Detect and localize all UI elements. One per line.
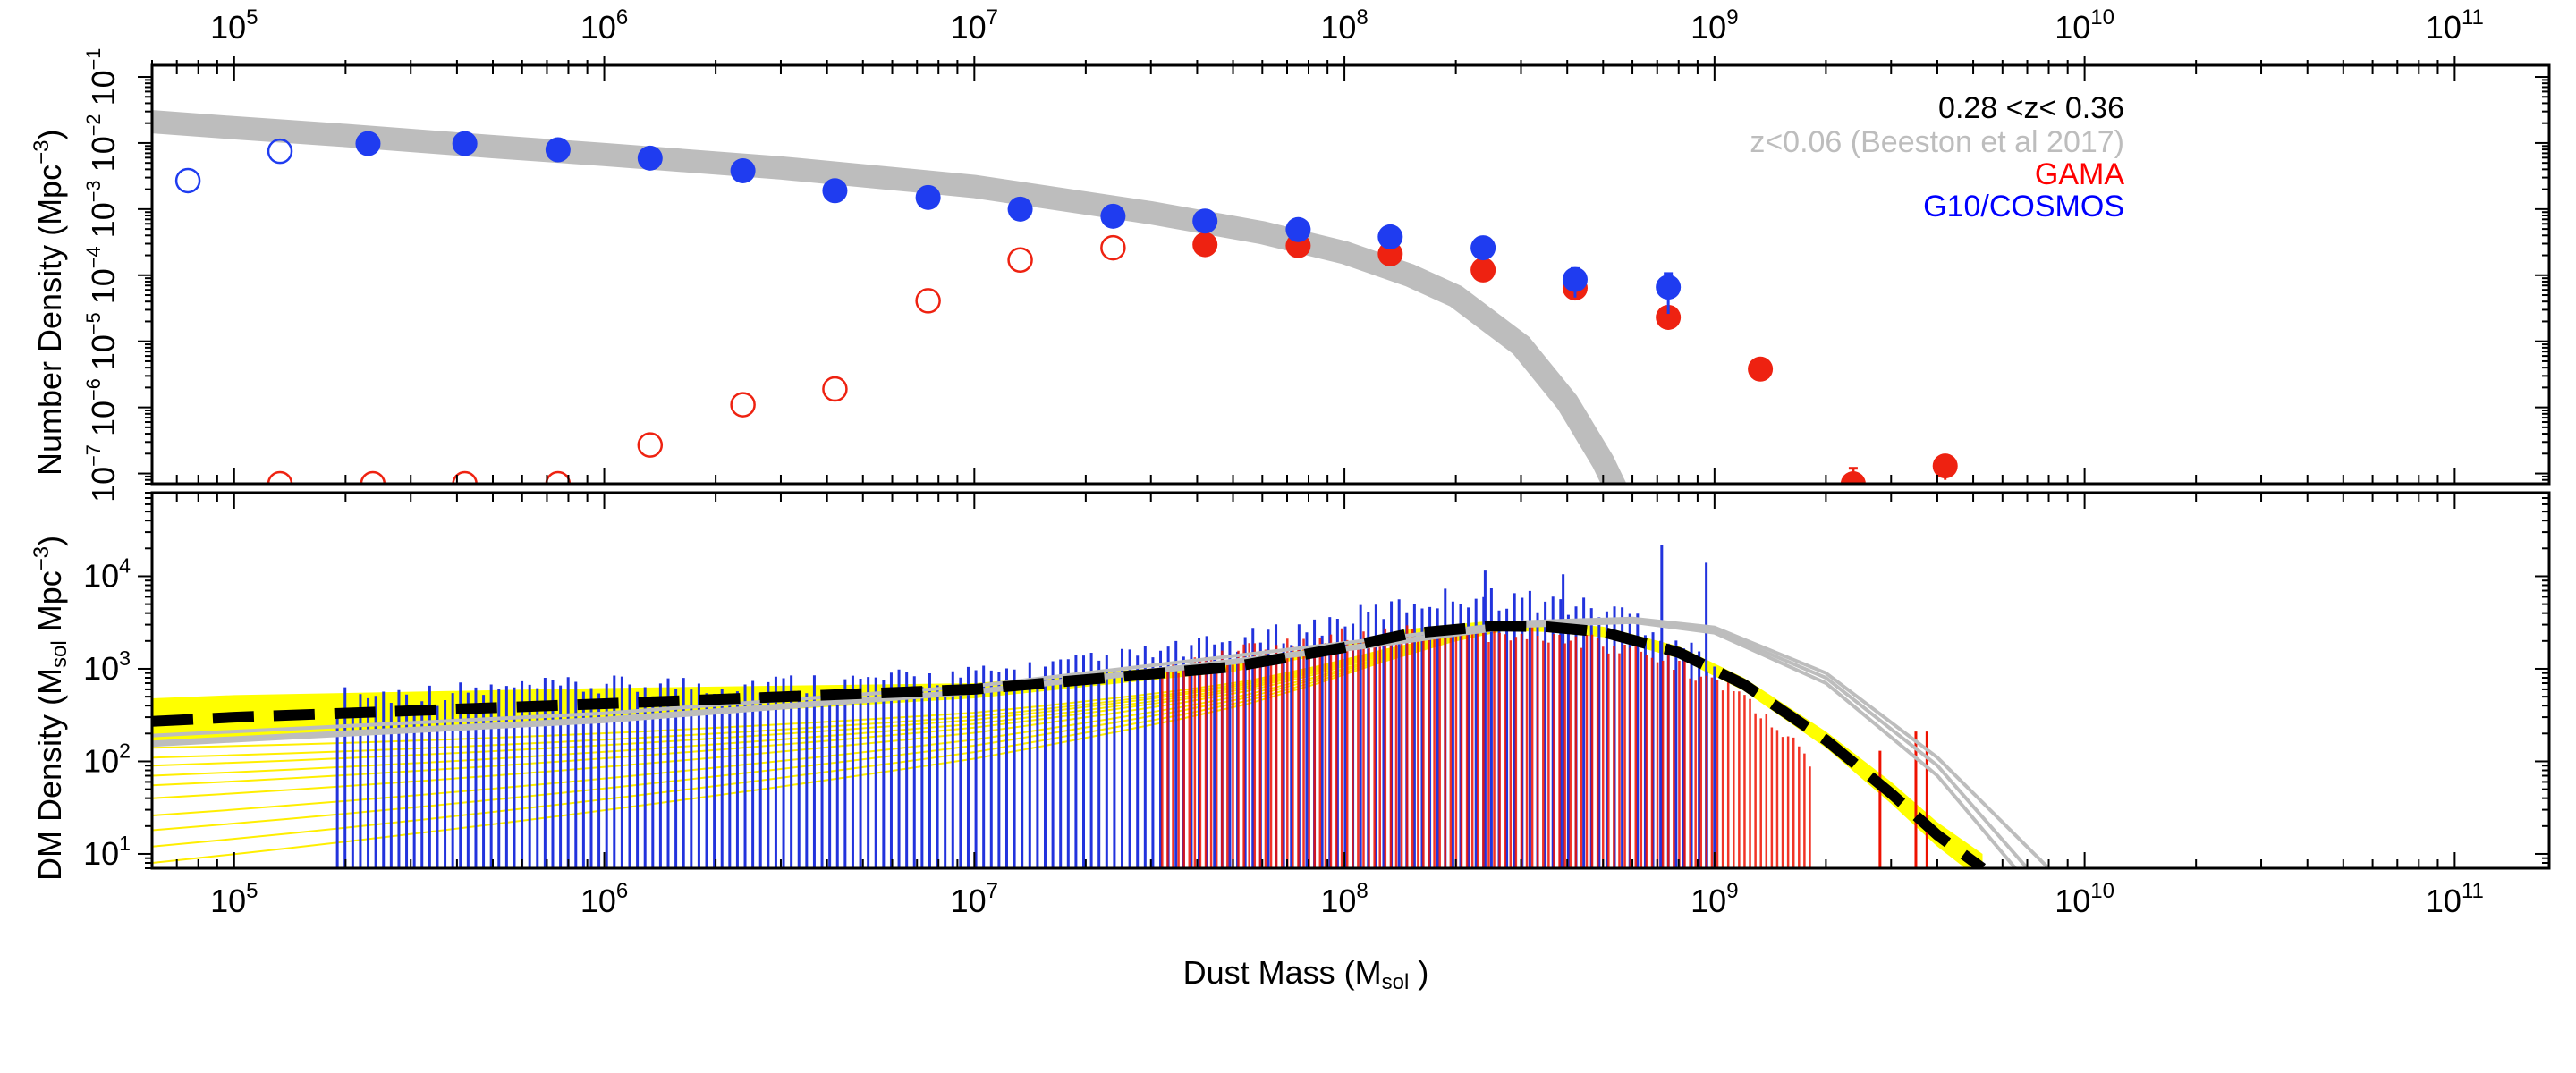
gama-open-point: [267, 470, 293, 484]
top-y-tick-label-text: 10−5: [82, 312, 122, 370]
bottom-panel-frame: [150, 491, 2551, 870]
best-fit-dashed-line: [152, 621, 1987, 868]
cosmos-point: [1192, 208, 1218, 234]
x-axis-title: Dust Mass (Msol ): [1183, 954, 1429, 994]
top-axis-labels: 105 106 107 108 109 1010 1011: [210, 5, 2484, 46]
top-axis-label: 106: [580, 5, 628, 46]
gama-point: [1748, 356, 1774, 382]
bottom-y-axis-title: DM Density (Msol Mpc−3): [30, 536, 72, 881]
beeston-curve: [152, 110, 1627, 484]
top-plot-area: [152, 110, 1958, 484]
legend-entry-gama: GAMA: [2035, 157, 2124, 191]
top-y-tick-label-text: 10−4: [82, 246, 122, 304]
gama-open-point: [1100, 234, 1126, 261]
gama-point: [1192, 232, 1218, 258]
gama-open-point: [822, 376, 848, 402]
cosmos-point: [1377, 224, 1403, 249]
gama-open-point: [637, 432, 664, 458]
top-y-tick-label-text: 10−3: [82, 180, 122, 238]
top-y-tick-label-text: 10−7: [82, 444, 122, 503]
top-axis-label: 109: [1690, 5, 1738, 46]
cosmos-point: [730, 158, 756, 184]
gama-open-point: [452, 470, 478, 484]
top-y-axis-title: Number Density (Mpc−3): [30, 130, 68, 476]
cosmos-point: [1470, 235, 1496, 261]
bottom-x-tick-label: 105: [210, 879, 258, 919]
gama-point: [1840, 471, 1866, 484]
top-y-tick-label: 10−5: [82, 312, 122, 370]
gama-open-point: [1007, 247, 1033, 273]
top-y-tick-label-text: 10−6: [82, 378, 122, 436]
bottom-x-tick-label: 108: [1320, 879, 1368, 919]
gama-point: [1932, 453, 1958, 479]
top-axis-label: 107: [951, 5, 998, 46]
bottom-y-tick-label: 103: [83, 646, 131, 687]
top-axis-label: 1010: [2055, 5, 2114, 46]
gama-point: [1470, 257, 1496, 283]
cosmos-point: [915, 184, 941, 210]
cosmos-point: [1100, 203, 1126, 229]
bottom-x-tick-label: 106: [580, 879, 628, 919]
cosmos-point: [637, 145, 663, 171]
bottom-y-tick-label: 102: [83, 739, 131, 779]
top-y-tick-label: 10−7: [82, 444, 122, 503]
gama-point: [1656, 304, 1682, 330]
top-y-tick-label: 10−4: [82, 246, 122, 304]
bottom-y-tick-label: 104: [83, 553, 131, 594]
cosmos-point: [355, 131, 381, 156]
cosmos-open-point: [267, 138, 293, 165]
legend-entry-cosmos: G10/COSMOS: [1923, 190, 2124, 224]
cosmos-point: [822, 178, 848, 204]
cosmos-point: [545, 137, 571, 163]
top-axis-label: 108: [1320, 5, 1368, 46]
bottom-x-tick-label: 107: [951, 879, 998, 919]
top-y-tick-label-text: 10−2: [82, 114, 122, 172]
bottom-panel: 105 106 107 108 109 1010 1011 101 102 103 104: [83, 491, 2551, 919]
top-y-tick-label-text: 10−1: [82, 48, 122, 106]
legend-entry-redshift: 0.28 <z< 0.36: [1938, 91, 2124, 125]
top-y-tick-label: 10−2: [82, 114, 122, 172]
top-y-tick-labels: 10−1 10−2 10−3 10−4 10−5 10−6 10−7: [82, 48, 122, 503]
cosmos-point: [1007, 196, 1033, 222]
top-panel: 105 106 107 108 109 1010 1011 10−1 10−2 10−3 10−4…: [82, 5, 2551, 503]
top-y-tick-label: 10−6: [82, 378, 122, 436]
cosmos-point: [1656, 275, 1682, 300]
gama-open-point: [545, 470, 572, 484]
bottom-x-tick-label: 1011: [2426, 879, 2484, 919]
top-axis-label: 105: [210, 5, 258, 46]
bottom-y-tick-label: 101: [83, 832, 131, 872]
cosmos-point: [452, 131, 478, 156]
cosmos-open-point: [174, 167, 201, 194]
bottom-x-tick-labels: 105 106 107 108 109 1010 1011: [210, 879, 2484, 919]
cosmos-point: [1285, 216, 1311, 242]
top-panel-frame: [150, 63, 2551, 486]
top-ticks: [138, 56, 2549, 485]
top-y-tick-label: 10−3: [82, 180, 122, 238]
gama-open-point: [730, 392, 756, 418]
top-y-tick-label: 10−1: [82, 48, 122, 106]
legend: 0.28 <z< 0.36 z<0.06 (Beeston et al 2017…: [1750, 91, 2124, 224]
legend-entry-beeston: z<0.06 (Beeston et al 2017): [1750, 125, 2124, 159]
bottom-plot-area: [152, 545, 2050, 868]
beeston-mass-density-curve: [152, 620, 2017, 868]
gama-open-point: [360, 470, 386, 484]
bottom-y-tick-labels: 101 102 103 104: [83, 553, 131, 871]
top-axis-label: 1011: [2426, 5, 2484, 46]
bottom-x-tick-label: 1010: [2055, 879, 2114, 919]
gama-open-point: [915, 288, 941, 314]
cosmos-point: [1562, 266, 1588, 292]
bottom-x-tick-label: 109: [1690, 879, 1738, 919]
